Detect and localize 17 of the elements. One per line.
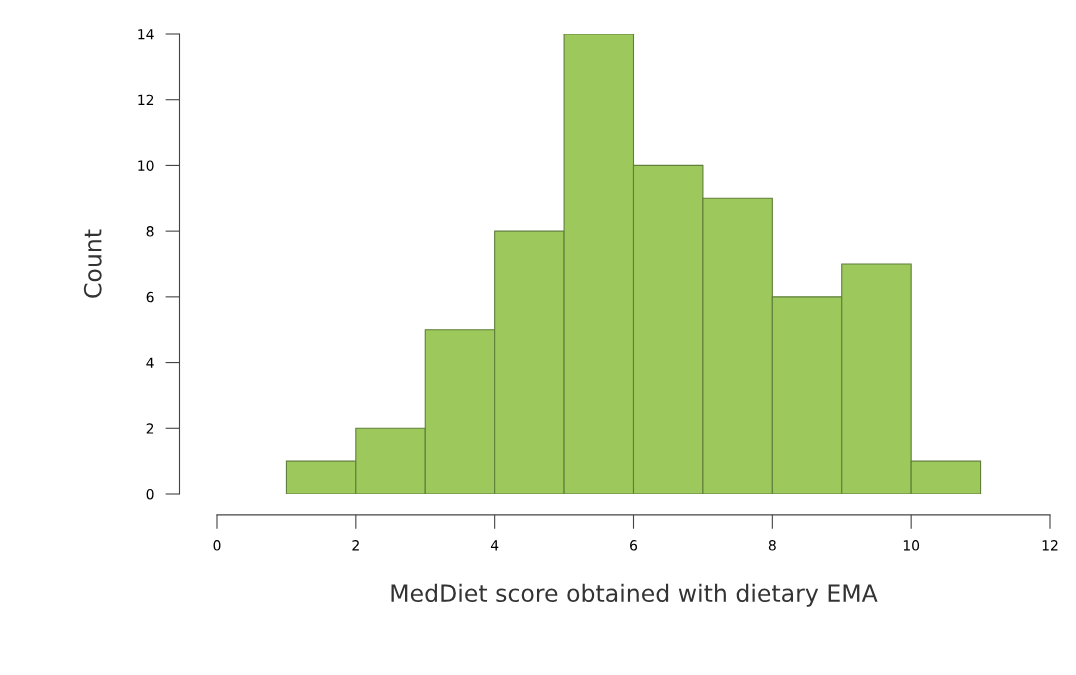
y-tick-label: 6 (146, 291, 154, 303)
y-tick-label: 10 (138, 160, 154, 171)
x-axis-title: MedDiet score obtained with dietary EMA (391, 583, 878, 607)
y-axis-title: Count (83, 229, 102, 298)
y-tick-label: 2 (146, 423, 154, 434)
y-tick-label: 8 (146, 226, 154, 237)
y-tick-label: 12 (138, 94, 154, 105)
y-tick-label: 14 (138, 29, 154, 40)
x-tick-label: 4 (490, 540, 499, 551)
x-tick-label: 10 (903, 540, 920, 551)
y-tick-label: 4 (146, 357, 154, 368)
y-tick-label: 0 (146, 488, 154, 500)
x-tick-label: 2 (352, 540, 359, 551)
x-tick-label: 12 (1042, 540, 1058, 551)
x-tick-label: 0 (213, 540, 221, 551)
x-tick-label: 6 (630, 540, 638, 551)
x-tick-label: 8 (768, 540, 776, 551)
